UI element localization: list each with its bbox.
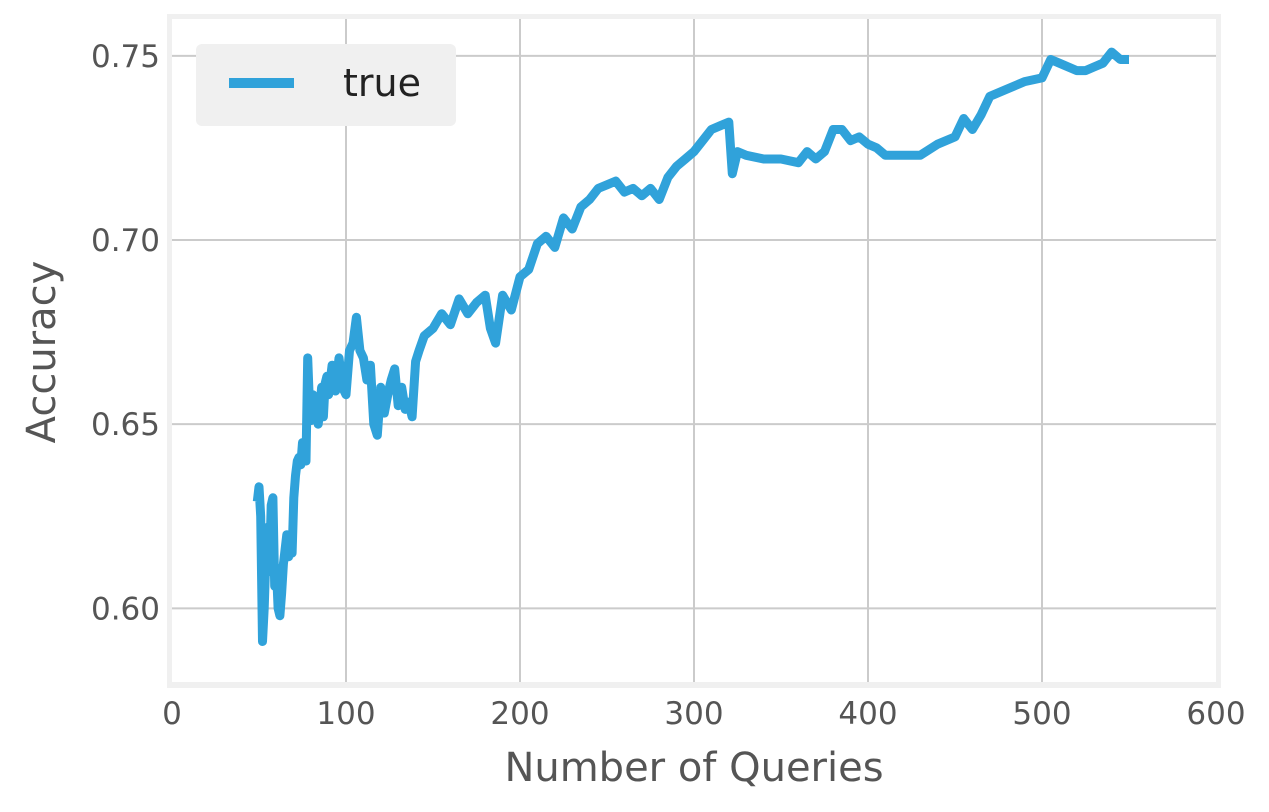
y-tick-label: 0.75 — [91, 39, 160, 75]
y-axis-ticks: 0.60 0.65 0.70 0.75 — [91, 39, 160, 627]
legend-box — [196, 44, 456, 126]
series-layer — [252, 47, 1129, 646]
x-tick-label: 300 — [664, 696, 723, 732]
x-tick-label: 500 — [1012, 696, 1071, 732]
x-tick-label: 200 — [490, 696, 549, 732]
x-tick-label: 0 — [162, 696, 182, 732]
x-axis-ticks: 0 100 200 300 400 500 600 — [162, 696, 1245, 732]
y-axis-label: Accuracy — [19, 261, 65, 444]
y-tick-label: 0.60 — [91, 591, 160, 627]
series-line-true — [252, 47, 1129, 646]
legend-label-true: true — [343, 61, 421, 105]
y-tick-label: 0.65 — [91, 407, 160, 443]
x-axis-label: Number of Queries — [504, 745, 883, 791]
x-tick-label: 400 — [838, 696, 897, 732]
y-tick-label: 0.70 — [91, 223, 160, 259]
x-tick-label: 100 — [316, 696, 375, 732]
legend: true — [196, 44, 456, 126]
x-tick-label: 600 — [1186, 696, 1245, 732]
